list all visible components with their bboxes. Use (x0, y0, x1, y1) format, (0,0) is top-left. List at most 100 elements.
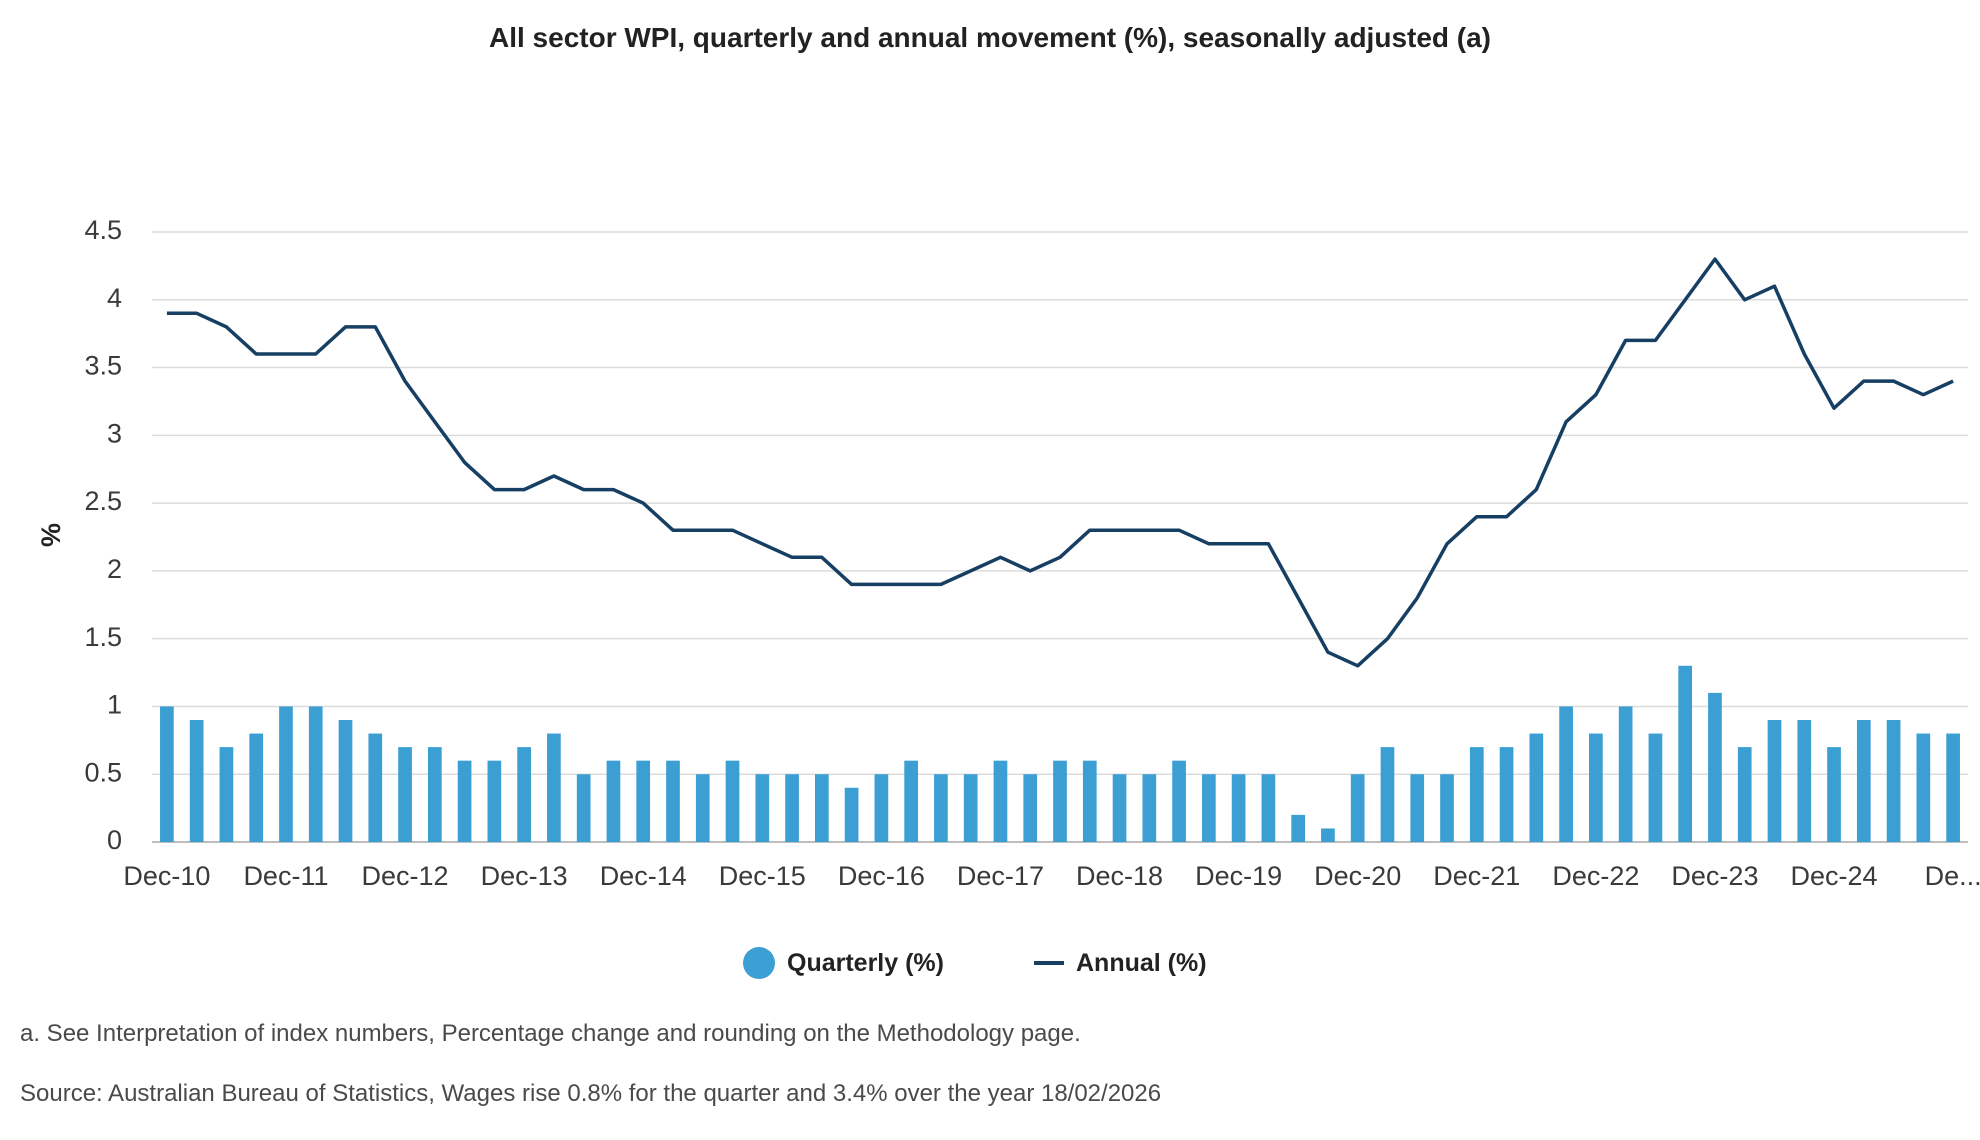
quarterly-bar[interactable] (1946, 733, 1960, 842)
legend-annual-swatch (1034, 961, 1064, 965)
quarterly-bar[interactable] (1261, 774, 1276, 842)
quarterly-bar[interactable] (725, 760, 740, 842)
quarterly-bar[interactable] (427, 747, 442, 842)
y-tick-label: 3.5 (84, 351, 122, 381)
quarterly-bar[interactable] (1589, 733, 1603, 842)
legend-item-annual[interactable]: Annual (%) (1034, 940, 1207, 986)
chart-title: All sector WPI, quarterly and annual mov… (488, 22, 1492, 53)
x-tick-label: Dec-14 (600, 861, 687, 891)
quarterly-bar[interactable] (963, 774, 978, 842)
quarterly-bar[interactable] (666, 760, 680, 842)
quarterly-bar[interactable] (1112, 774, 1127, 842)
quarterly-bar[interactable] (1797, 720, 1812, 842)
y-tick-label: 1.5 (84, 622, 122, 652)
quarterly-bar[interactable] (1440, 774, 1454, 842)
y-axis-label: % (36, 523, 66, 547)
y-tick-label: 0 (107, 825, 122, 855)
quarterly-bar[interactable] (695, 774, 710, 842)
quarterly-bar[interactable] (1678, 665, 1693, 842)
x-axis-ticks: Dec-10 Dec-11 Dec-12 Dec-13 Dec-14 Dec-15 Dec-… (123, 861, 1980, 891)
quarterly-bar[interactable] (1321, 828, 1335, 842)
quarterly-bar[interactable] (1231, 774, 1246, 842)
annual-line[interactable] (166, 257, 1954, 668)
quarterly-bar[interactable] (249, 733, 264, 842)
quarterly-bar[interactable] (1529, 733, 1544, 842)
quarterly-bar[interactable] (1856, 720, 1871, 842)
x-tick-label: Dec-22 (1552, 861, 1639, 891)
quarterly-bar[interactable] (874, 774, 889, 842)
quarterly-bar[interactable] (308, 706, 323, 842)
quarterly-bar[interactable] (1410, 774, 1425, 842)
quarterly-bar[interactable] (1053, 760, 1067, 842)
quarterly-bar[interactable] (219, 747, 234, 842)
x-tick-label: Dec-18 (1076, 861, 1163, 891)
quarterly-bar[interactable] (1350, 774, 1365, 842)
quarterly-bar[interactable] (844, 787, 859, 842)
source-note: Source: Australian Bureau of Statistics,… (20, 1080, 1162, 1107)
quarterly-bar[interactable] (279, 706, 293, 842)
quarterly-bar[interactable] (398, 747, 412, 842)
quarterly-bar[interactable] (904, 760, 918, 842)
legend: Quarterly (%) Annual (%) (0, 940, 1980, 986)
quarterly-bar[interactable] (1648, 733, 1663, 842)
legend-quarterly-label: Quarterly (%) (787, 948, 944, 977)
footnote: a. See Interpretation of index numbers, … (20, 1020, 1081, 1047)
x-tick-label: Dec-12 (362, 861, 449, 891)
quarterly-bar[interactable] (1916, 733, 1931, 842)
quarterly-bar[interactable] (1142, 774, 1157, 842)
x-tick-label: De... (1925, 861, 1980, 891)
quarterly-bars (160, 665, 1960, 842)
quarterly-bar[interactable] (993, 760, 1008, 842)
quarterly-bar[interactable] (1708, 692, 1722, 842)
annual-line-layer (166, 257, 1954, 668)
quarterly-bar[interactable] (1469, 747, 1484, 842)
quarterly-bar[interactable] (1023, 774, 1038, 842)
y-tick-label: 4 (107, 283, 122, 313)
quarterly-bar[interactable] (1082, 760, 1097, 842)
quarterly-bar[interactable] (934, 774, 948, 842)
gridlines (152, 231, 1968, 843)
x-tick-label: Dec-13 (481, 861, 568, 891)
x-tick-label: Dec-19 (1195, 861, 1282, 891)
quarterly-bar[interactable] (338, 720, 353, 842)
x-tick-label: Dec-15 (719, 861, 806, 891)
x-tick-label: Dec-10 (123, 861, 210, 891)
quarterly-bar[interactable] (1559, 706, 1573, 842)
legend-quarterly-swatch (743, 947, 775, 979)
quarterly-bar[interactable] (1291, 814, 1306, 842)
quarterly-bar[interactable] (785, 774, 799, 842)
y-tick-label: 1 (107, 690, 122, 720)
wpi-chart: 00.511.522.533.544.5 Dec-10 Dec-11 Dec-12 D… (36, 215, 1980, 891)
quarterly-bar[interactable] (1172, 760, 1186, 842)
legend-item-quarterly[interactable]: Quarterly (%) (743, 940, 944, 986)
quarterly-bar[interactable] (547, 733, 561, 842)
quarterly-bar[interactable] (1767, 720, 1782, 842)
y-axis-ticks: 0 0.5 1 1.5 2 2.5 3 3.5 4 4.5 (84, 215, 122, 855)
quarterly-bar[interactable] (1499, 747, 1514, 842)
quarterly-bar[interactable] (814, 774, 829, 842)
quarterly-bar[interactable] (576, 774, 591, 842)
quarterly-bar[interactable] (1827, 747, 1841, 842)
quarterly-bar[interactable] (1380, 747, 1395, 842)
quarterly-bar[interactable] (487, 760, 502, 842)
quarterly-bar[interactable] (1618, 706, 1633, 842)
quarterly-bar[interactable] (1737, 747, 1752, 842)
quarterly-bar[interactable] (189, 720, 204, 842)
x-tick-label: Dec-11 (243, 861, 328, 891)
y-tick-label: 3 (107, 418, 122, 448)
quarterly-bar[interactable] (368, 733, 383, 842)
y-tick-label: 2 (107, 554, 122, 584)
y-tick-label: 2.5 (84, 486, 122, 516)
quarterly-bar[interactable] (1202, 774, 1216, 842)
quarterly-bar[interactable] (457, 760, 472, 842)
x-tick-label: Dec-17 (957, 861, 1044, 891)
quarterly-bar[interactable] (755, 774, 770, 842)
legend-annual-label: Annual (%) (1076, 948, 1207, 977)
quarterly-bar[interactable] (1886, 720, 1901, 842)
quarterly-bar[interactable] (517, 747, 531, 842)
quarterly-bar[interactable] (636, 760, 651, 842)
quarterly-bar[interactable] (606, 760, 621, 842)
y-tick-label: 0.5 (84, 757, 122, 787)
quarterly-bar[interactable] (160, 706, 174, 842)
y-tick-label: 4.5 (84, 215, 122, 245)
